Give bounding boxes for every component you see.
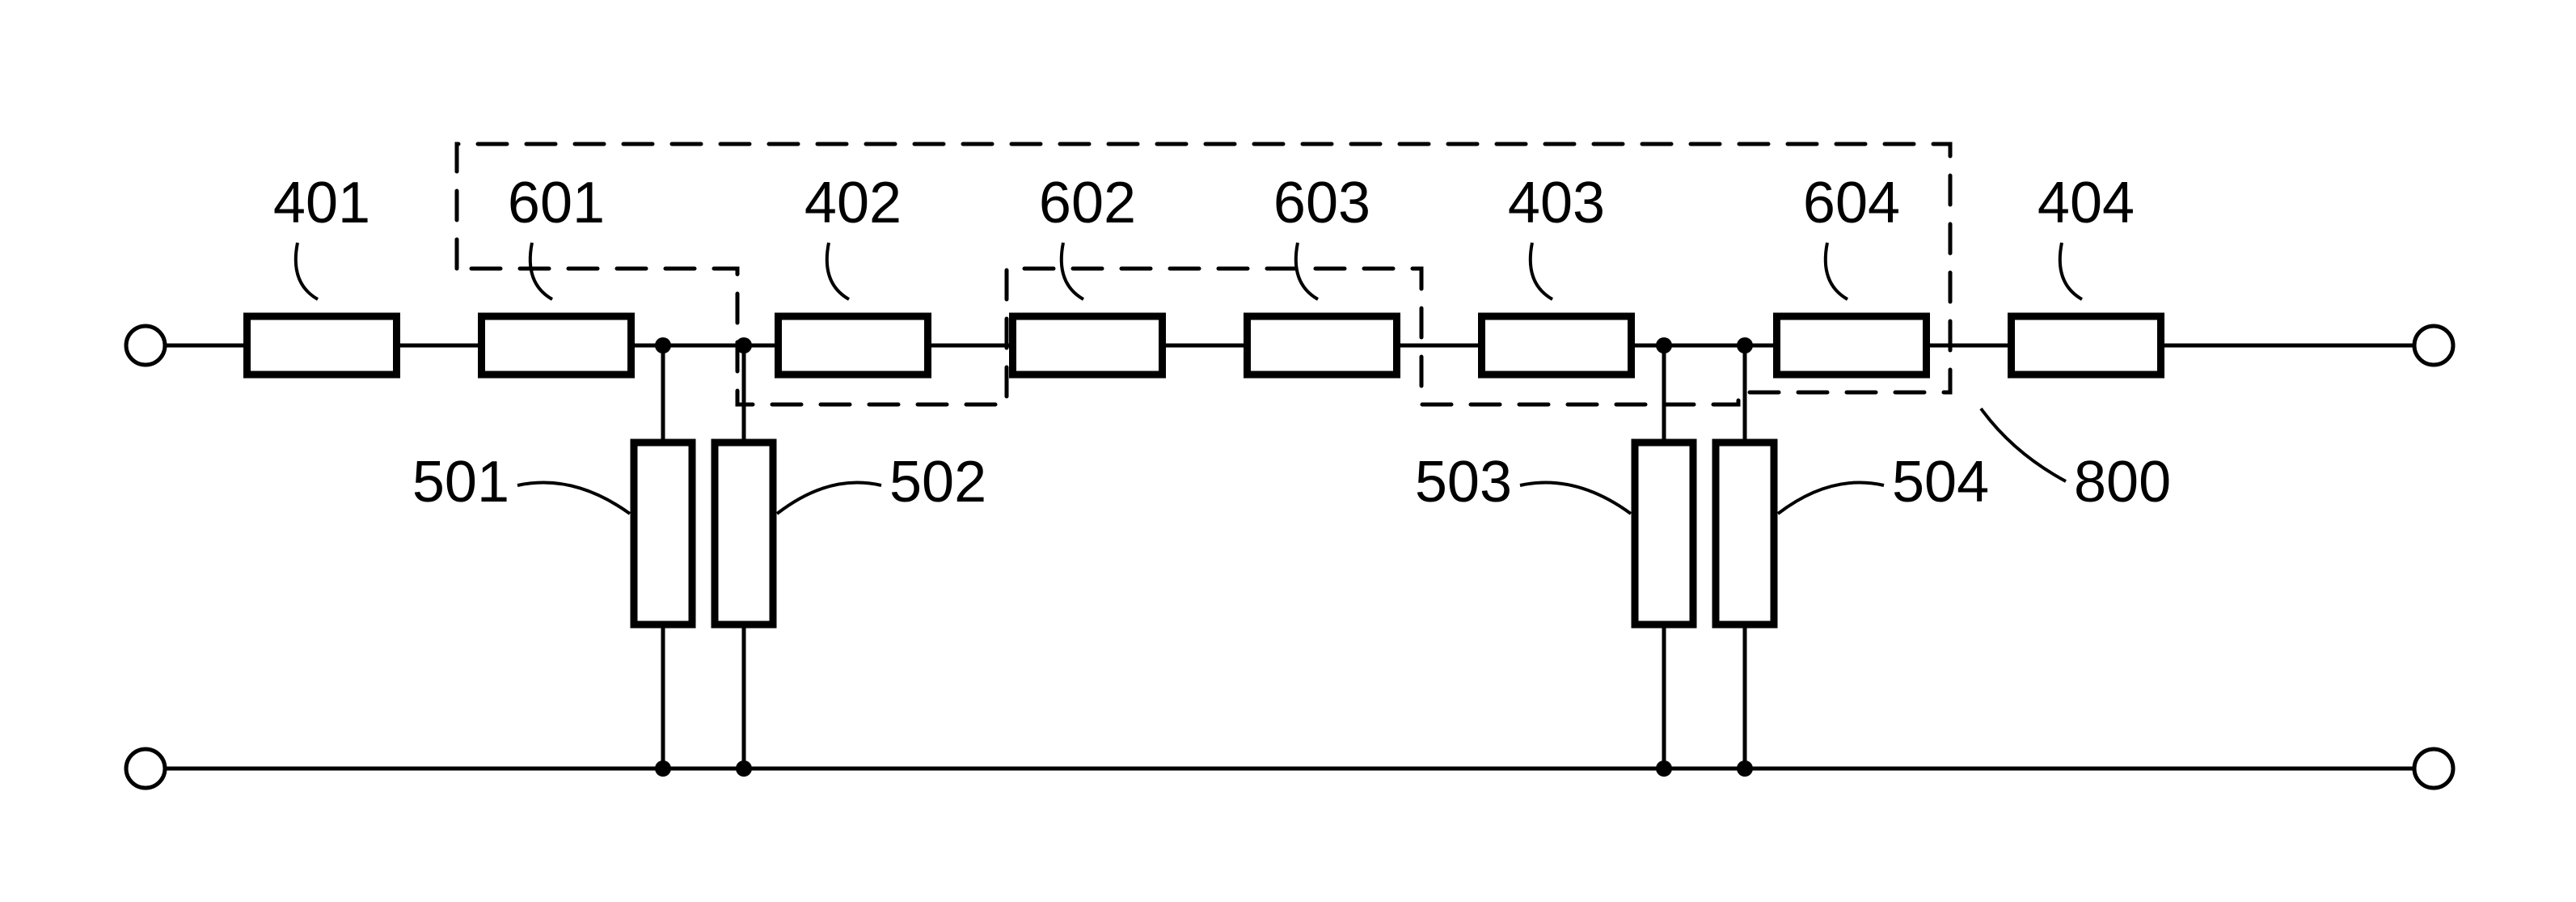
leader-504 xyxy=(1778,483,1884,514)
label-601: 601 xyxy=(508,171,605,235)
block-403 xyxy=(1482,316,1632,375)
label-603: 603 xyxy=(1273,171,1370,235)
node-top-504 xyxy=(1737,337,1753,354)
block-604 xyxy=(1777,316,1927,375)
label-403: 403 xyxy=(1508,171,1605,235)
block-401 xyxy=(247,316,397,375)
block-503 xyxy=(1635,443,1693,625)
block-602 xyxy=(1013,316,1163,375)
leader-503 xyxy=(1520,483,1631,514)
label-502: 502 xyxy=(889,450,986,515)
leader-404 xyxy=(2060,243,2082,299)
label-604: 604 xyxy=(1803,171,1900,235)
dashed-group-outline xyxy=(457,144,1950,404)
leader-602 xyxy=(1062,243,1083,299)
leader-800 xyxy=(1981,409,2066,481)
label-602: 602 xyxy=(1039,171,1136,235)
terminal-top-left xyxy=(126,326,165,365)
terminal-bottom-left xyxy=(126,749,165,788)
leader-403 xyxy=(1531,243,1552,299)
block-402 xyxy=(779,316,928,375)
leader-501 xyxy=(517,483,630,514)
leader-401 xyxy=(296,243,318,299)
block-504 xyxy=(1716,443,1774,625)
node-bot-503 xyxy=(1656,760,1672,777)
label-504: 504 xyxy=(1892,450,1989,515)
node-top-503 xyxy=(1656,337,1672,354)
leader-502 xyxy=(777,483,881,514)
leader-402 xyxy=(827,243,849,299)
node-bot-501 xyxy=(655,760,671,777)
node-top-501 xyxy=(655,337,671,354)
label-401: 401 xyxy=(273,171,370,235)
block-501 xyxy=(634,443,692,625)
node-bot-504 xyxy=(1737,760,1753,777)
terminal-top-right xyxy=(2414,326,2453,365)
label-402: 402 xyxy=(804,171,902,235)
block-603 xyxy=(1248,316,1397,375)
leader-601 xyxy=(530,243,552,299)
block-502 xyxy=(715,443,773,625)
label-404: 404 xyxy=(2038,171,2135,235)
node-bot-502 xyxy=(736,760,752,777)
block-601 xyxy=(482,316,631,375)
terminal-bottom-right xyxy=(2414,749,2453,788)
leader-603 xyxy=(1296,243,1318,299)
block-404 xyxy=(2012,316,2161,375)
leader-604 xyxy=(1826,243,1848,299)
label-800: 800 xyxy=(2074,450,2171,515)
label-503: 503 xyxy=(1415,450,1512,515)
label-501: 501 xyxy=(412,450,509,515)
node-top-502 xyxy=(736,337,752,354)
